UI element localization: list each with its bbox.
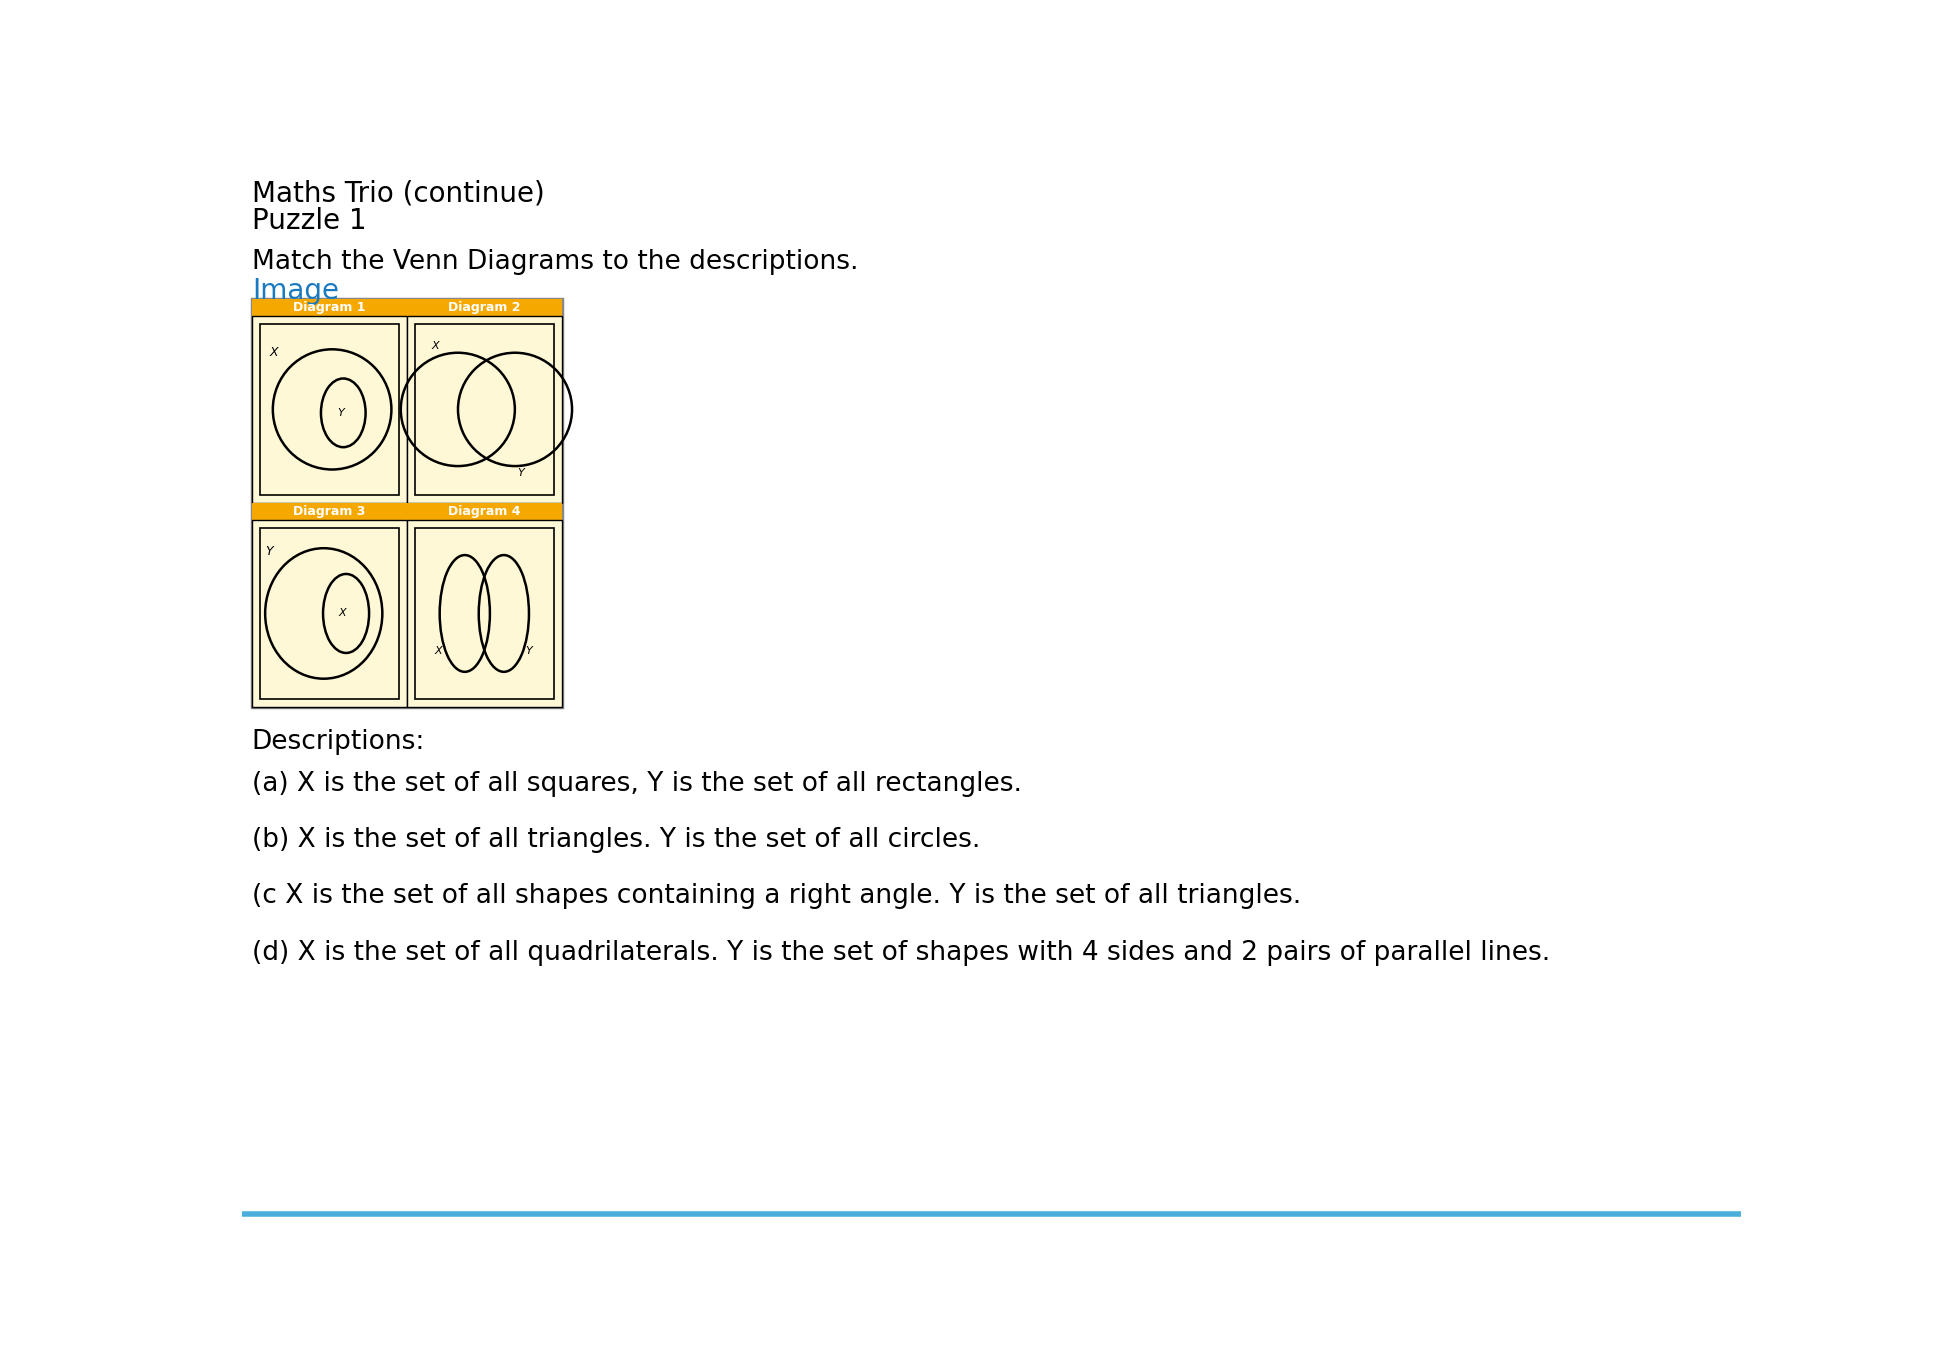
Bar <box>251 300 561 707</box>
Bar <box>259 528 398 699</box>
Text: X: X <box>431 341 439 350</box>
Text: (c X is the set of all shapes containing a right angle. Y is the set of all tria: (c X is the set of all shapes containing… <box>251 884 1302 910</box>
Text: Puzzle 1: Puzzle 1 <box>251 207 366 234</box>
Bar <box>406 316 561 503</box>
Text: X: X <box>338 609 346 618</box>
Text: Match the Venn Diagrams to the descriptions.: Match the Venn Diagrams to the descripti… <box>251 249 859 275</box>
Text: X: X <box>435 646 443 657</box>
Bar <box>251 520 406 707</box>
Text: (b) X is the set of all triangles. Y is the set of all circles.: (b) X is the set of all triangles. Y is … <box>251 828 981 854</box>
Bar <box>251 503 406 520</box>
Text: Y: Y <box>516 468 524 477</box>
Bar <box>406 520 561 707</box>
Bar <box>259 324 398 495</box>
Text: Diagram 4: Diagram 4 <box>449 505 520 518</box>
Text: (d) X is the set of all quadrilaterals. Y is the set of shapes with 4 sides and : (d) X is the set of all quadrilaterals. … <box>251 940 1549 966</box>
Text: Diagram 3: Diagram 3 <box>294 505 366 518</box>
Text: Maths Trio (continue): Maths Trio (continue) <box>251 179 545 208</box>
Text: X: X <box>269 346 278 360</box>
Text: Y: Y <box>526 646 532 657</box>
Bar <box>251 316 406 503</box>
Bar <box>414 528 553 699</box>
Bar <box>414 324 553 495</box>
Bar <box>406 503 561 520</box>
Text: (a) X is the set of all squares, Y is the set of all rectangles.: (a) X is the set of all squares, Y is th… <box>251 772 1021 798</box>
Text: Diagram 2: Diagram 2 <box>449 301 520 313</box>
Text: Y: Y <box>337 408 344 417</box>
Text: Y: Y <box>265 544 273 558</box>
Bar <box>406 300 561 316</box>
Text: Descriptions:: Descriptions: <box>251 729 425 755</box>
Text: Diagram 1: Diagram 1 <box>294 301 366 313</box>
Text: Image: Image <box>251 278 338 305</box>
Bar <box>251 300 406 316</box>
